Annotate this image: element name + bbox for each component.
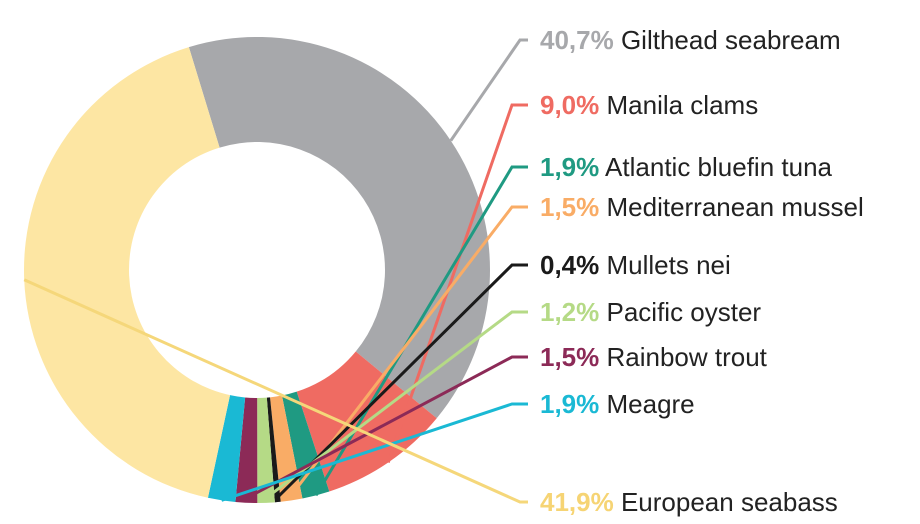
slice-percent: 0,4%: [540, 250, 599, 280]
leader-line: [449, 38, 528, 142]
slice-percent: 1,5%: [540, 342, 599, 372]
slice-percent: 1,5%: [540, 192, 599, 222]
slice-meagre: [207, 395, 246, 502]
slice-label: 41,9% European seabass: [540, 487, 838, 517]
slice-percent: 40,7%: [540, 25, 614, 55]
leader-line: [289, 205, 528, 497]
leader-line: [23, 278, 528, 504]
slice-percent: 41,9%: [540, 487, 614, 517]
slice-percent: 9,0%: [540, 90, 599, 120]
slice-name: Rainbow trout: [599, 342, 767, 372]
slice-name: Atlantic bluefin tuna: [599, 152, 832, 182]
leader-line: [276, 263, 528, 499]
slice-percent: 1,2%: [540, 297, 599, 327]
slice-european-seabass: [24, 47, 231, 498]
slice-label: 1,9% Meagre: [540, 389, 695, 419]
slice-label: 1,2% Pacific oyster: [540, 297, 761, 327]
leader-line: [264, 310, 528, 500]
leader-line: [314, 165, 528, 497]
leader-line: [221, 402, 528, 502]
slice-percent: 1,9%: [540, 389, 599, 419]
leader-line: [386, 103, 528, 463]
slice-percent: 1,9%: [540, 152, 599, 182]
slice-mullets-nei: [266, 397, 281, 503]
slice-gilthead-seabream: [188, 36, 491, 419]
slice-rainbow-trout: [235, 397, 258, 503]
slice-name: Mediterranean mussel: [599, 192, 863, 222]
slice-label: 40,7% Gilthead seabream: [540, 25, 841, 55]
slice-name: Manila clams: [599, 90, 758, 120]
slice-pacific-oyster: [257, 397, 275, 503]
slice-label: 1,9% Atlantic bluefin tuna: [540, 152, 833, 182]
slice-name: Pacific oyster: [599, 297, 761, 327]
slice-label: 1,5% Mediterranean mussel: [540, 192, 864, 222]
slice-label: 9,0% Manila clams: [540, 90, 758, 120]
slice-atlantic-bluefin-tuna: [281, 391, 330, 499]
leader-line: [245, 355, 528, 500]
slice-label: 1,5% Rainbow trout: [540, 342, 768, 372]
slice-name: Gilthead seabream: [614, 25, 841, 55]
slice-name: Mullets nei: [599, 250, 731, 280]
slice-name: Meagre: [599, 389, 694, 419]
slice-name: European seabass: [614, 487, 838, 517]
slice-label: 0,4% Mullets nei: [540, 250, 731, 280]
